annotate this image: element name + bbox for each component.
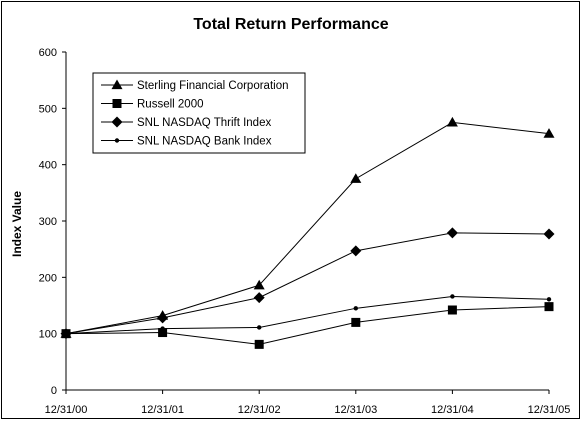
legend-item: SNL NASDAQ Bank Index: [101, 136, 272, 148]
x-tick-label: 12/31/02: [238, 404, 281, 416]
data-point: [447, 305, 457, 315]
y-tick-label: 500: [39, 103, 57, 115]
x-tick-label: 12/31/00: [45, 404, 88, 416]
data-point: [160, 326, 165, 331]
legend-label: Sterling Financial Corporation: [137, 80, 289, 92]
legend-marker: [111, 79, 123, 90]
series-dot: [63, 294, 552, 336]
data-point: [158, 328, 168, 338]
series-line: [65, 121, 550, 335]
y-tick-label: 300: [39, 216, 57, 228]
series-diamond: [60, 227, 555, 340]
data-point: [351, 317, 361, 327]
y-axis-title: Index Value: [10, 191, 24, 257]
legend-label: Russell 2000: [137, 99, 203, 111]
data-point: [253, 292, 265, 304]
data-point: [350, 173, 362, 183]
series-layer: [60, 116, 555, 349]
x-tick-label: 12/31/04: [431, 404, 474, 416]
data-point: [257, 325, 262, 330]
series-square: [61, 302, 554, 349]
legend-marker: [111, 116, 123, 128]
data-point: [544, 302, 554, 312]
chart-title: Total Return Performance: [193, 16, 388, 33]
series-line: [65, 295, 550, 335]
legend-item: Sterling Financial Corporation: [101, 79, 289, 92]
legend-item: Russell 2000: [101, 99, 203, 111]
x-tick-label: 12/31/03: [334, 404, 377, 416]
legend: Sterling Financial Corporation Russell 20…: [92, 72, 306, 154]
data-point: [446, 116, 458, 127]
x-tick-label: 12/31/01: [141, 404, 184, 416]
data-point: [353, 306, 358, 311]
y-tick-label: 400: [39, 160, 57, 172]
y-tick-label: 600: [39, 47, 57, 59]
legend-label: SNL NASDAQ Thrift Index: [137, 117, 271, 129]
axes: 0 100 200 300 400 500 600 12/31/00 12/31/01 12/31…: [39, 47, 571, 416]
legend-item: SNL NASDAQ Thrift Index: [101, 116, 271, 129]
legend-marker: [112, 99, 122, 108]
legend-marker: [114, 138, 120, 143]
y-tick-label: 100: [39, 329, 57, 341]
series-line: [65, 306, 550, 345]
data-point: [450, 294, 455, 299]
y-tick-label: 200: [39, 272, 57, 284]
data-point: [543, 128, 555, 138]
legend-label: SNL NASDAQ Bank Index: [137, 136, 272, 148]
data-point: [253, 279, 265, 290]
data-point: [63, 331, 69, 336]
data-point: [546, 297, 552, 302]
data-point: [543, 228, 555, 240]
data-point: [350, 245, 362, 257]
data-point: [254, 339, 264, 349]
x-tick-label: 12/31/05: [528, 404, 571, 416]
series-line: [65, 232, 550, 335]
y-tick-label: 0: [51, 385, 57, 397]
data-point: [157, 312, 169, 324]
legend-box: [92, 72, 306, 154]
data-point: [446, 227, 458, 239]
